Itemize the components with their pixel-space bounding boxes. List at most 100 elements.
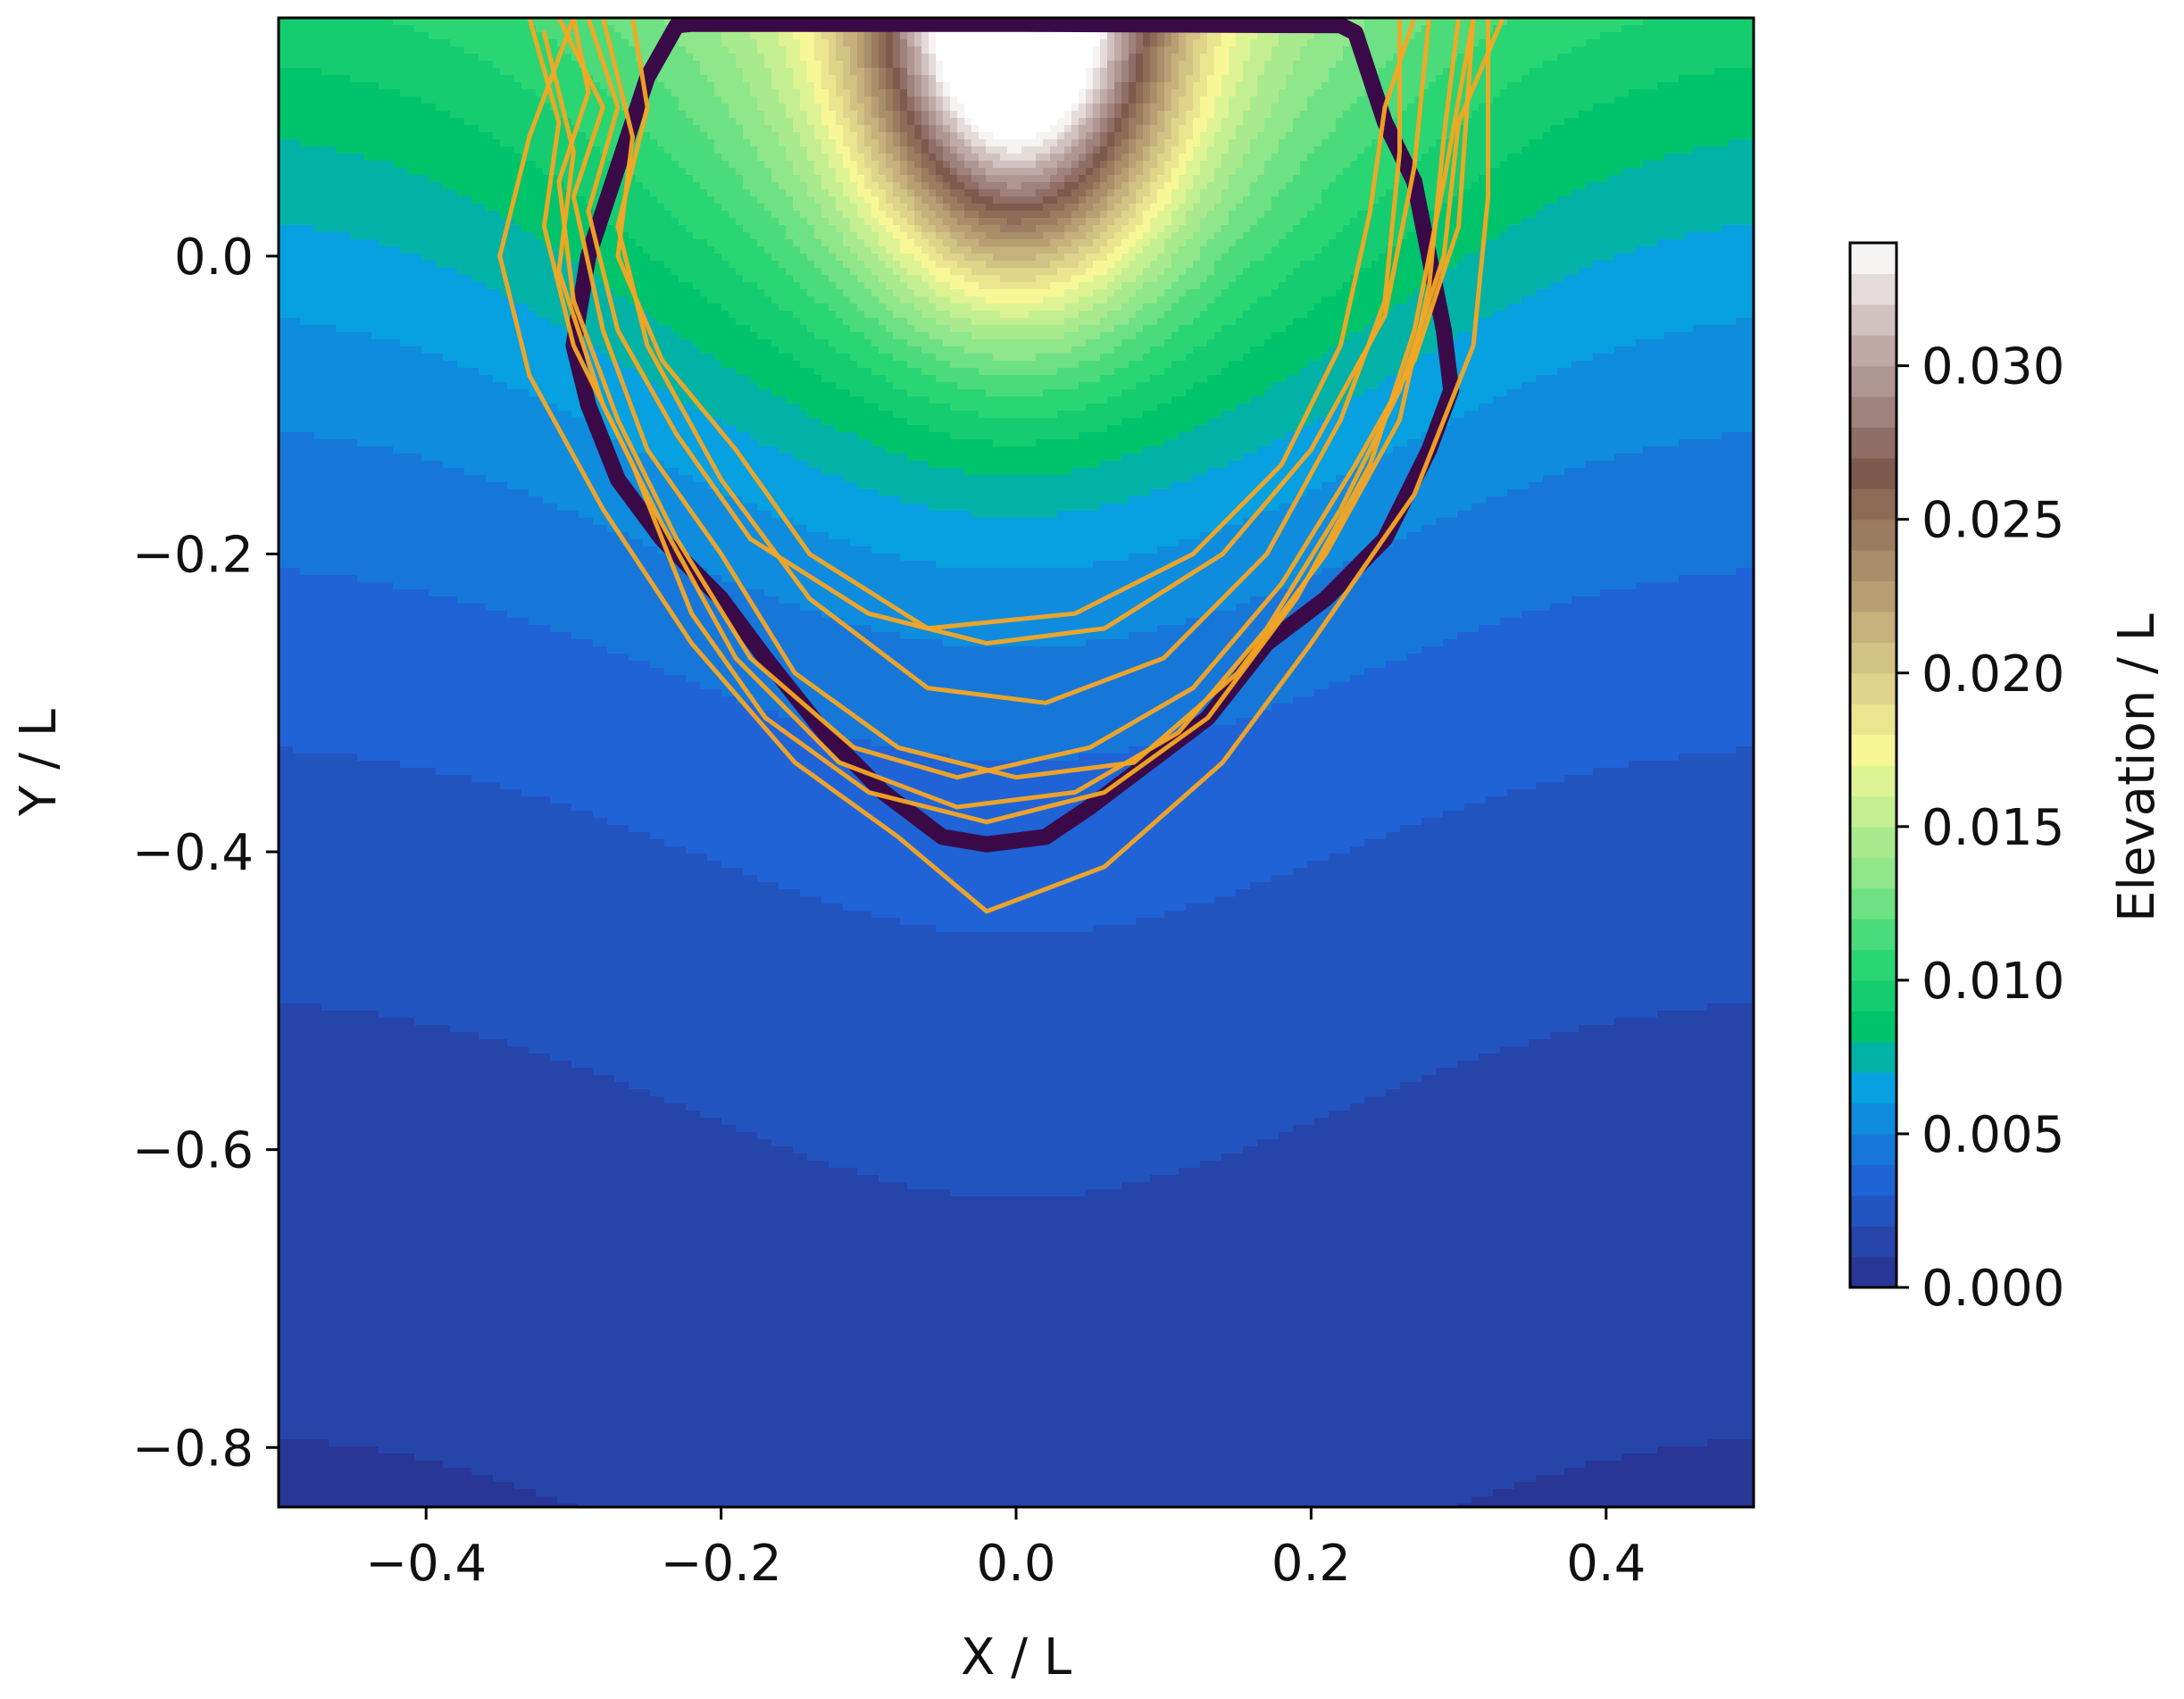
contour-cell [300, 25, 308, 33]
contour-cell [1293, 175, 1301, 183]
contour-cell [1664, 139, 1672, 147]
contour-cell [743, 168, 751, 176]
contour-cell [1471, 111, 1480, 119]
contour-cell [1136, 54, 1144, 62]
contour-cell [379, 32, 387, 40]
contour-cell [1364, 168, 1372, 176]
contour-cell [843, 161, 851, 169]
contour-cell [386, 54, 394, 62]
contour-cell [1214, 89, 1222, 97]
contour-cell [457, 111, 465, 119]
contour-cell [300, 75, 308, 83]
contour-cell [1336, 96, 1344, 104]
contour-cell [900, 118, 908, 126]
contour-cell [679, 168, 687, 176]
contour-cell [664, 132, 672, 140]
contour-cell [421, 25, 429, 33]
contour-cell [807, 168, 815, 176]
contour-cell [864, 104, 872, 112]
contour-cell [1600, 125, 1608, 133]
contour-cell [1064, 46, 1072, 54]
contour-cell [1550, 104, 1558, 112]
contour-cell [400, 125, 408, 133]
contour-cell [514, 89, 522, 97]
contour-cell [1579, 175, 1587, 183]
contour-cell [1550, 89, 1558, 97]
contour-cell [1600, 46, 1608, 54]
contour-cell [993, 161, 1001, 169]
contour-cell [1686, 54, 1694, 62]
contour-cell [750, 61, 758, 69]
contour-cell [736, 168, 744, 176]
contour-cell [1114, 89, 1122, 97]
contour-cell [1071, 175, 1079, 183]
contour-cell [1407, 139, 1415, 147]
contour-cell [1636, 182, 1644, 190]
contour-cell [1250, 125, 1258, 133]
contour-cell [1571, 39, 1580, 47]
contour-cell [1100, 132, 1108, 140]
contour-cell [886, 82, 894, 90]
contour-cell [1000, 61, 1008, 69]
contour-cell [1407, 46, 1415, 54]
contour-cell [1521, 118, 1530, 126]
contour-cell [1693, 39, 1701, 47]
contour-cell [843, 154, 851, 162]
contour-cell [650, 25, 658, 33]
contour-cell [521, 182, 529, 190]
contour-cell [1064, 132, 1072, 140]
contour-cell [1407, 82, 1415, 90]
contour-cell [964, 96, 972, 104]
contour-cell [407, 154, 415, 162]
contour-cell [914, 54, 922, 62]
contour-cell [300, 54, 308, 62]
contour-cell [1257, 146, 1265, 154]
contour-cell [1136, 104, 1144, 112]
contour-cell [714, 96, 722, 104]
contour-cell [421, 189, 429, 197]
contour-cell [1650, 161, 1658, 169]
contour-cell [779, 175, 787, 183]
contour-cell [579, 25, 587, 33]
contour-cell [293, 104, 301, 112]
contour-cell [507, 118, 515, 126]
contour-cell [1043, 139, 1051, 147]
contour-cell [1729, 68, 1737, 76]
contour-cell [936, 61, 944, 69]
contour-cell [721, 96, 729, 104]
contour-cell [421, 82, 429, 90]
contour-cell [336, 82, 344, 90]
contour-cell [443, 189, 451, 197]
contour-cell [1121, 89, 1130, 97]
contour-cell [1050, 161, 1058, 169]
contour-cell [1650, 68, 1658, 76]
contour-cell [721, 39, 729, 47]
contour-cell [1050, 61, 1058, 69]
contour-cell [357, 46, 365, 54]
contour-cell [1336, 54, 1344, 62]
contour-cell [1143, 132, 1151, 140]
contour-cell [1057, 118, 1065, 126]
contour-cell [1157, 161, 1165, 169]
contour-cell [421, 46, 429, 54]
contour-cell [1307, 61, 1315, 69]
contour-cell [1500, 132, 1508, 140]
contour-cell [1500, 68, 1508, 76]
contour-cell [379, 132, 387, 140]
contour-cell [929, 125, 937, 133]
contour-cell [1493, 132, 1501, 140]
contour-cell [686, 175, 694, 183]
contour-cell [1279, 46, 1287, 54]
contour-cell [736, 182, 744, 190]
contour-cell [1614, 111, 1622, 119]
contour-cell [929, 146, 937, 154]
contour-cell [1171, 32, 1180, 40]
contour-cell [1521, 154, 1530, 162]
contour-cell [957, 146, 965, 154]
contour-cell [779, 75, 787, 83]
contour-cell [507, 54, 515, 62]
contour-cell [529, 61, 537, 69]
contour-cell [286, 189, 294, 197]
contour-cell [1636, 104, 1644, 112]
contour-cell [814, 61, 822, 69]
